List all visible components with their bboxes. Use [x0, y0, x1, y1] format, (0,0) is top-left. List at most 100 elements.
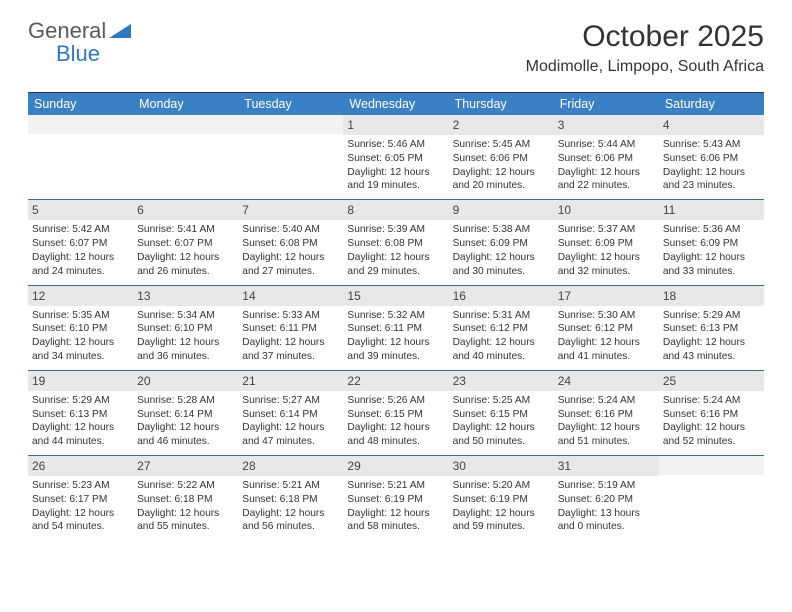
cell-dl2: and 37 minutes. — [242, 350, 339, 364]
day-header: Tuesday — [238, 93, 343, 115]
day-cell: 17Sunrise: 5:30 AMSunset: 6:12 PMDayligh… — [554, 286, 659, 370]
day-cell: 1Sunrise: 5:46 AMSunset: 6:05 PMDaylight… — [343, 115, 448, 199]
cell-dl1: Daylight: 13 hours — [558, 507, 655, 521]
cell-dl1: Daylight: 12 hours — [347, 421, 444, 435]
day-number: 22 — [343, 371, 448, 391]
cell-dl1: Daylight: 12 hours — [347, 336, 444, 350]
week-row: 12Sunrise: 5:35 AMSunset: 6:10 PMDayligh… — [28, 286, 764, 371]
cell-dl1: Daylight: 12 hours — [242, 507, 339, 521]
day-cell-empty — [659, 456, 764, 540]
day-number: 1 — [343, 115, 448, 135]
cell-sunset: Sunset: 6:06 PM — [558, 152, 655, 166]
day-cell: 11Sunrise: 5:36 AMSunset: 6:09 PMDayligh… — [659, 200, 764, 284]
cell-dl1: Daylight: 12 hours — [347, 166, 444, 180]
cell-dl1: Daylight: 12 hours — [558, 166, 655, 180]
cell-dl1: Daylight: 12 hours — [453, 166, 550, 180]
cell-sunset: Sunset: 6:09 PM — [663, 237, 760, 251]
cell-sunset: Sunset: 6:13 PM — [32, 408, 129, 422]
day-number: 9 — [449, 200, 554, 220]
cell-dl1: Daylight: 12 hours — [663, 336, 760, 350]
cell-sunrise: Sunrise: 5:29 AM — [663, 309, 760, 323]
day-cell: 30Sunrise: 5:20 AMSunset: 6:19 PMDayligh… — [449, 456, 554, 540]
day-cell: 4Sunrise: 5:43 AMSunset: 6:06 PMDaylight… — [659, 115, 764, 199]
cell-dl1: Daylight: 12 hours — [137, 251, 234, 265]
day-header: Sunday — [28, 93, 133, 115]
cell-sunrise: Sunrise: 5:20 AM — [453, 479, 550, 493]
day-cell: 5Sunrise: 5:42 AMSunset: 6:07 PMDaylight… — [28, 200, 133, 284]
cell-sunrise: Sunrise: 5:21 AM — [242, 479, 339, 493]
cell-sunrise: Sunrise: 5:32 AM — [347, 309, 444, 323]
cell-dl2: and 43 minutes. — [663, 350, 760, 364]
day-number: 10 — [554, 200, 659, 220]
cell-dl1: Daylight: 12 hours — [347, 507, 444, 521]
cell-dl2: and 40 minutes. — [453, 350, 550, 364]
title-area: October 2025 Modimolle, Limpopo, South A… — [526, 20, 764, 76]
cell-sunrise: Sunrise: 5:22 AM — [137, 479, 234, 493]
cell-dl2: and 47 minutes. — [242, 435, 339, 449]
cell-dl1: Daylight: 12 hours — [558, 336, 655, 350]
cell-sunrise: Sunrise: 5:31 AM — [453, 309, 550, 323]
day-cell: 18Sunrise: 5:29 AMSunset: 6:13 PMDayligh… — [659, 286, 764, 370]
day-number: 11 — [659, 200, 764, 220]
day-cell: 2Sunrise: 5:45 AMSunset: 6:06 PMDaylight… — [449, 115, 554, 199]
cell-sunset: Sunset: 6:09 PM — [453, 237, 550, 251]
cell-sunset: Sunset: 6:05 PM — [347, 152, 444, 166]
cell-dl1: Daylight: 12 hours — [347, 251, 444, 265]
day-number: 23 — [449, 371, 554, 391]
cell-dl2: and 52 minutes. — [663, 435, 760, 449]
day-number: 27 — [133, 456, 238, 476]
cell-sunset: Sunset: 6:10 PM — [32, 322, 129, 336]
day-cell: 14Sunrise: 5:33 AMSunset: 6:11 PMDayligh… — [238, 286, 343, 370]
day-number: 16 — [449, 286, 554, 306]
day-number: 3 — [554, 115, 659, 135]
cell-sunrise: Sunrise: 5:21 AM — [347, 479, 444, 493]
cell-sunset: Sunset: 6:14 PM — [137, 408, 234, 422]
day-number: 31 — [554, 456, 659, 476]
day-number: 15 — [343, 286, 448, 306]
day-cell: 20Sunrise: 5:28 AMSunset: 6:14 PMDayligh… — [133, 371, 238, 455]
cell-dl1: Daylight: 12 hours — [663, 421, 760, 435]
cell-dl2: and 29 minutes. — [347, 265, 444, 279]
cell-dl1: Daylight: 12 hours — [32, 421, 129, 435]
cell-sunrise: Sunrise: 5:34 AM — [137, 309, 234, 323]
day-number: 7 — [238, 200, 343, 220]
day-cell: 23Sunrise: 5:25 AMSunset: 6:15 PMDayligh… — [449, 371, 554, 455]
logo-text-blue: Blue — [56, 41, 100, 66]
day-number — [238, 115, 343, 134]
day-number: 20 — [133, 371, 238, 391]
cell-dl1: Daylight: 12 hours — [137, 507, 234, 521]
cell-sunset: Sunset: 6:08 PM — [242, 237, 339, 251]
cell-sunrise: Sunrise: 5:29 AM — [32, 394, 129, 408]
cell-dl1: Daylight: 12 hours — [137, 336, 234, 350]
cell-dl2: and 48 minutes. — [347, 435, 444, 449]
cell-dl2: and 51 minutes. — [558, 435, 655, 449]
cell-sunrise: Sunrise: 5:25 AM — [453, 394, 550, 408]
cell-sunrise: Sunrise: 5:45 AM — [453, 138, 550, 152]
cell-sunrise: Sunrise: 5:33 AM — [242, 309, 339, 323]
cell-dl2: and 27 minutes. — [242, 265, 339, 279]
cell-dl1: Daylight: 12 hours — [242, 336, 339, 350]
weeks-container: 1Sunrise: 5:46 AMSunset: 6:05 PMDaylight… — [28, 115, 764, 540]
cell-sunset: Sunset: 6:18 PM — [137, 493, 234, 507]
cell-sunset: Sunset: 6:06 PM — [453, 152, 550, 166]
cell-dl2: and 24 minutes. — [32, 265, 129, 279]
cell-dl2: and 33 minutes. — [663, 265, 760, 279]
cell-dl2: and 32 minutes. — [558, 265, 655, 279]
day-number: 8 — [343, 200, 448, 220]
day-headers-row: SundayMondayTuesdayWednesdayThursdayFrid… — [28, 93, 764, 115]
cell-sunrise: Sunrise: 5:37 AM — [558, 223, 655, 237]
day-header: Saturday — [659, 93, 764, 115]
cell-dl1: Daylight: 12 hours — [663, 251, 760, 265]
day-header: Thursday — [449, 93, 554, 115]
cell-sunrise: Sunrise: 5:41 AM — [137, 223, 234, 237]
cell-dl2: and 44 minutes. — [32, 435, 129, 449]
cell-dl2: and 54 minutes. — [32, 520, 129, 534]
day-cell-empty — [238, 115, 343, 199]
day-number: 14 — [238, 286, 343, 306]
day-number: 5 — [28, 200, 133, 220]
day-header: Wednesday — [343, 93, 448, 115]
cell-dl2: and 19 minutes. — [347, 179, 444, 193]
cell-sunset: Sunset: 6:16 PM — [558, 408, 655, 422]
day-cell: 9Sunrise: 5:38 AMSunset: 6:09 PMDaylight… — [449, 200, 554, 284]
cell-sunset: Sunset: 6:15 PM — [347, 408, 444, 422]
